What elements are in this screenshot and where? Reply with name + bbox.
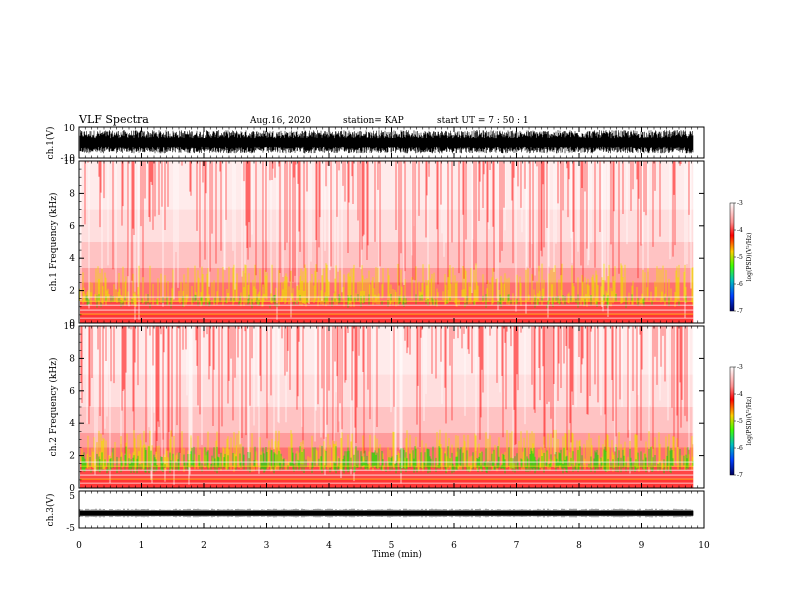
spec1-activity-yellow <box>79 263 694 307</box>
spec1-ytick-label-2: 4 <box>69 254 75 264</box>
spec1-streaks-white <box>79 161 692 320</box>
ch3-waveform-trace <box>79 508 694 518</box>
cb1-tick-label-3: -6 <box>737 281 743 288</box>
cb2-tick-label-4: -7 <box>737 472 743 479</box>
spec2-ytick-label-2: 4 <box>69 419 75 429</box>
ch3-ytick-bottom: -5 <box>66 524 75 534</box>
ch1-spectrogram-image <box>79 161 704 323</box>
xtick-label-7: 7 <box>514 541 520 551</box>
spec2-band-5 <box>80 374 694 407</box>
spec1-streaks-red <box>84 161 690 291</box>
xtick-label-9: 9 <box>639 541 645 551</box>
ch2-spectrogram-image <box>80 326 704 488</box>
cb1-scale <box>729 202 735 312</box>
ch1-waveform-trace <box>79 130 694 154</box>
ch3-trace-jitter <box>79 508 693 518</box>
spec2-nodata <box>693 326 704 488</box>
xtick-label-6: 6 <box>451 541 457 551</box>
date-label: Aug.16, 2020 <box>249 116 311 126</box>
spec2-band-4 <box>80 407 694 433</box>
spec1-ytick-label-4: 8 <box>69 189 75 199</box>
station-label: station= KAP <box>343 116 404 126</box>
xtick-label-8: 8 <box>576 541 582 551</box>
spec2-ytick-label-3: 6 <box>69 387 75 397</box>
cb2-tick-label-3: -6 <box>737 445 743 452</box>
spec2-band-1 <box>80 466 694 479</box>
xtick-label-10: 10 <box>698 541 710 551</box>
xaxis-label: Time (min) <box>372 549 422 560</box>
cb2-scale <box>729 366 735 476</box>
spec1-ytick-label-5: 10 <box>64 157 76 167</box>
ch2-spec-yticks: 0 2 4 6 8 10 <box>64 322 704 494</box>
ch1-ytick-bottom: -10 <box>61 154 76 164</box>
spec2-ytick-label-4: 8 <box>69 354 75 364</box>
ch2-spectrogram-panel: 0 2 4 6 8 10 ch.2 Frequency (kHz) <box>48 322 705 494</box>
spec2-band-3 <box>80 432 694 448</box>
cb1-label: log(PSD)(V²/Hz) <box>746 233 753 282</box>
ch3-waveform-panel: 5 -5 ch.3(V) <box>45 490 705 534</box>
spec1-ytick-label-3: 6 <box>69 222 75 232</box>
cb2-label: log(PSD)(V²/Hz) <box>746 397 753 446</box>
ch3-ytick-top: 5 <box>69 492 75 502</box>
ch1-ylabel: ch.1(V) <box>45 127 56 160</box>
ch1-trace-path <box>79 130 694 154</box>
cb2-tick-label-2: -5 <box>737 418 743 425</box>
cb2-tick-label-1: -4 <box>737 391 743 398</box>
ch1-spec-ylabel: ch.1 Frequency (kHz) <box>48 193 59 292</box>
spec2-streaks-red <box>80 326 688 455</box>
cb1-tick-label-0: -3 <box>737 200 743 207</box>
spec1-band-5 <box>80 209 694 242</box>
xtick-label-0: 0 <box>76 541 82 551</box>
ch1-spec-yticks: 0 2 4 6 8 10 <box>64 157 704 329</box>
ch3-ylabel: ch.3(V) <box>45 494 56 527</box>
time-axis: 0 1 2 3 4 5 6 7 8 9 10 <box>76 127 710 551</box>
spec2-ytick-label-0: 0 <box>69 484 75 494</box>
start-time-label: start UT = 7 : 50 : 1 <box>437 116 529 126</box>
xtick-label-5: 5 <box>389 541 395 551</box>
spec1-band-4 <box>80 242 694 268</box>
ch1-spectrogram-panel: 0 2 4 6 8 10 ch.1 Frequency (kHz) <box>48 157 705 329</box>
spec1-nodata <box>693 161 704 323</box>
xtick-label-3: 3 <box>264 541 270 551</box>
spec1-band-1 <box>80 301 694 314</box>
spec2-ytick-label-1: 2 <box>69 452 75 462</box>
spec1-band-3 <box>80 267 694 283</box>
figure-title: VLF Spectra <box>78 113 149 126</box>
spec1-ytick-label-0: 0 <box>69 319 75 329</box>
spec1-ytick-label-1: 2 <box>69 287 75 297</box>
cb2-tick-label-0: -3 <box>737 364 743 371</box>
xtick-label-2: 2 <box>201 541 207 551</box>
ch1-ytick-top: 10 <box>64 124 76 134</box>
cb1-tick-label-1: -4 <box>737 227 743 234</box>
spec2-ytick-label-5: 10 <box>64 322 76 332</box>
ch1-waveform-panel: 10 -10 ch.1(V) <box>45 124 705 164</box>
spec2-streaks-white <box>86 326 694 485</box>
xtick-label-1: 1 <box>139 541 145 551</box>
ch3-trace-band <box>80 510 694 516</box>
spec2-band-6 <box>80 326 694 375</box>
cb1-tick-label-2: -5 <box>737 254 743 261</box>
ch3-frame <box>78 490 705 529</box>
spec1-band-6 <box>80 161 694 210</box>
ch2-spec-ylabel: ch.2 Frequency (kHz) <box>48 358 59 457</box>
cb1-tick-label-4: -7 <box>737 308 743 315</box>
ch2-colorbar: -3 -4 -5 -6 -7 log(PSD)(V²/Hz) <box>729 364 753 479</box>
xtick-label-4: 4 <box>326 541 332 551</box>
ch1-colorbar: -3 -4 -5 -6 -7 log(PSD)(V²/Hz) <box>729 200 753 315</box>
